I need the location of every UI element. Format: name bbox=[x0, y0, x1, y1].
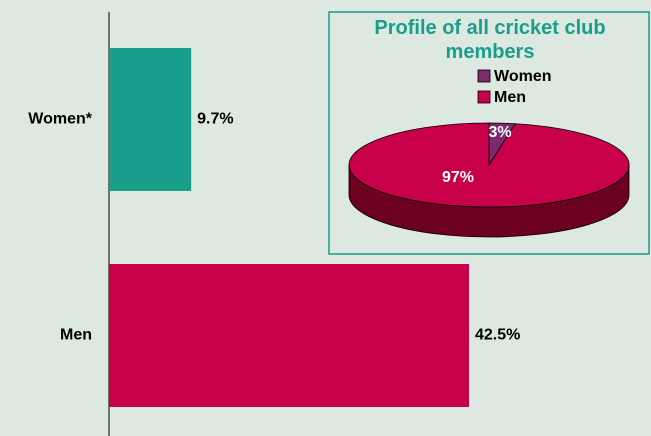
category-label: Women* bbox=[28, 111, 92, 128]
value-label: 42.5% bbox=[475, 327, 520, 344]
pie-value-label: 97% bbox=[442, 169, 474, 186]
value-label: 9.7% bbox=[197, 111, 233, 128]
legend-swatch bbox=[477, 69, 491, 83]
legend-label: Men bbox=[494, 89, 526, 106]
bar bbox=[109, 48, 192, 191]
legend-swatch bbox=[477, 90, 491, 104]
pie-title: Profile of all cricket club members bbox=[374, 17, 606, 63]
pie-value-label: 3% bbox=[488, 124, 511, 141]
category-label: Men bbox=[60, 327, 92, 344]
bar bbox=[109, 264, 469, 407]
legend-label: Women bbox=[494, 68, 551, 85]
pie-slice bbox=[348, 122, 630, 208]
